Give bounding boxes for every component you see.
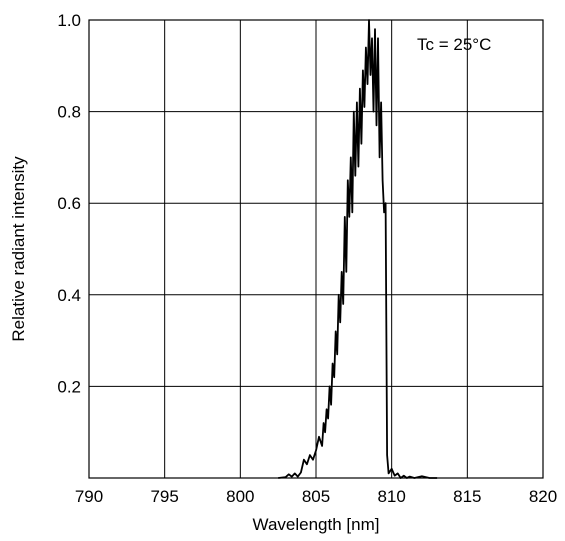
y-tick-label: 0.4 (57, 286, 81, 305)
plot-frame (88, 19, 544, 479)
x-tick-label: 805 (302, 487, 330, 506)
x-axis-label: Wavelength [nm] (253, 515, 380, 534)
x-tick-label: 790 (75, 487, 103, 506)
y-tick-label: 0.6 (57, 194, 81, 213)
y-tick-label: 0.8 (57, 103, 81, 122)
x-axis-ticks: 790 795 800 805 810 815 820 (75, 487, 557, 506)
y-axis-label: Relative radiant intensity (9, 156, 28, 342)
y-tick-label: 0.2 (57, 377, 81, 396)
x-tick-label: 795 (150, 487, 178, 506)
x-tick-label: 820 (529, 487, 557, 506)
y-axis-ticks: 0.2 0.4 0.6 0.8 1.0 (57, 11, 81, 396)
y-tick-label: 1.0 (57, 11, 81, 30)
x-tick-label: 815 (453, 487, 481, 506)
series-layer (278, 19, 438, 479)
grid (89, 20, 543, 478)
temperature-annotation: Tc = 25°C (417, 35, 491, 54)
spectrum-line (278, 19, 438, 479)
x-tick-label: 810 (377, 487, 405, 506)
x-tick-label: 800 (226, 487, 254, 506)
